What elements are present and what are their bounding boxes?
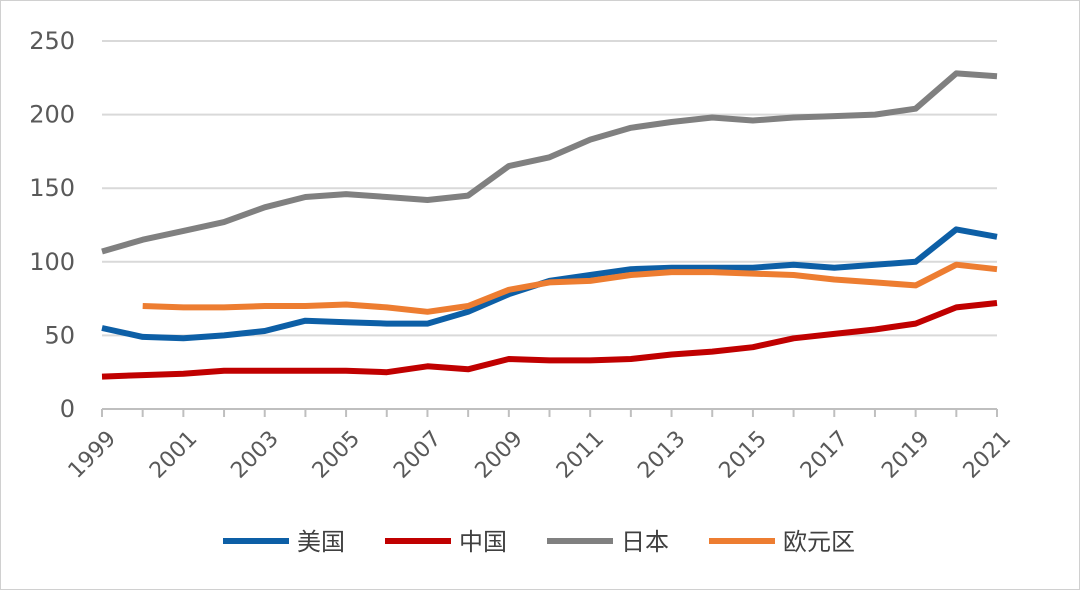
x-tick-label: 2005 (308, 426, 365, 483)
legend: 美国 中国 日本 欧元区 (223, 528, 855, 556)
x-tick-label: 1999 (64, 426, 121, 483)
legend-label: 中国 (459, 528, 507, 556)
y-tick-label: 200 (29, 101, 75, 129)
y-tick-label: 100 (29, 248, 75, 276)
legend-label: 美国 (297, 528, 345, 556)
series-line-2 (101, 70, 998, 255)
x-tick-label: 2003 (226, 426, 283, 483)
series-line-3 (142, 261, 998, 315)
gridlines (102, 40, 997, 337)
y-tick-label: 50 (44, 321, 75, 349)
x-tick-label: 2013 (633, 426, 690, 483)
series-line-1 (101, 300, 998, 380)
legend-label: 日本 (621, 528, 669, 556)
y-tick-label: 150 (29, 174, 75, 202)
x-tick-label: 2007 (389, 426, 446, 483)
legend-label: 欧元区 (783, 528, 855, 556)
x-tick-label: 2015 (715, 426, 772, 483)
x-tick-label: 2021 (959, 426, 1016, 483)
x-tick-label: 2009 (471, 426, 528, 483)
x-tick-labels: 1999 2001 2003 2005 2007 2009 2011 2013 2015 2017… (64, 426, 1016, 483)
y-tick-labels: 0 50 100 150 200 250 (29, 27, 75, 423)
series-lines (101, 70, 998, 380)
x-tick-label: 2011 (552, 426, 609, 483)
x-tick-label: 2019 (877, 426, 934, 483)
y-tick-label: 250 (29, 27, 75, 55)
axes (101, 408, 998, 417)
y-tick-label: 0 (60, 395, 75, 423)
x-tick-label: 2017 (796, 426, 853, 483)
x-tick-label: 2001 (145, 426, 202, 483)
